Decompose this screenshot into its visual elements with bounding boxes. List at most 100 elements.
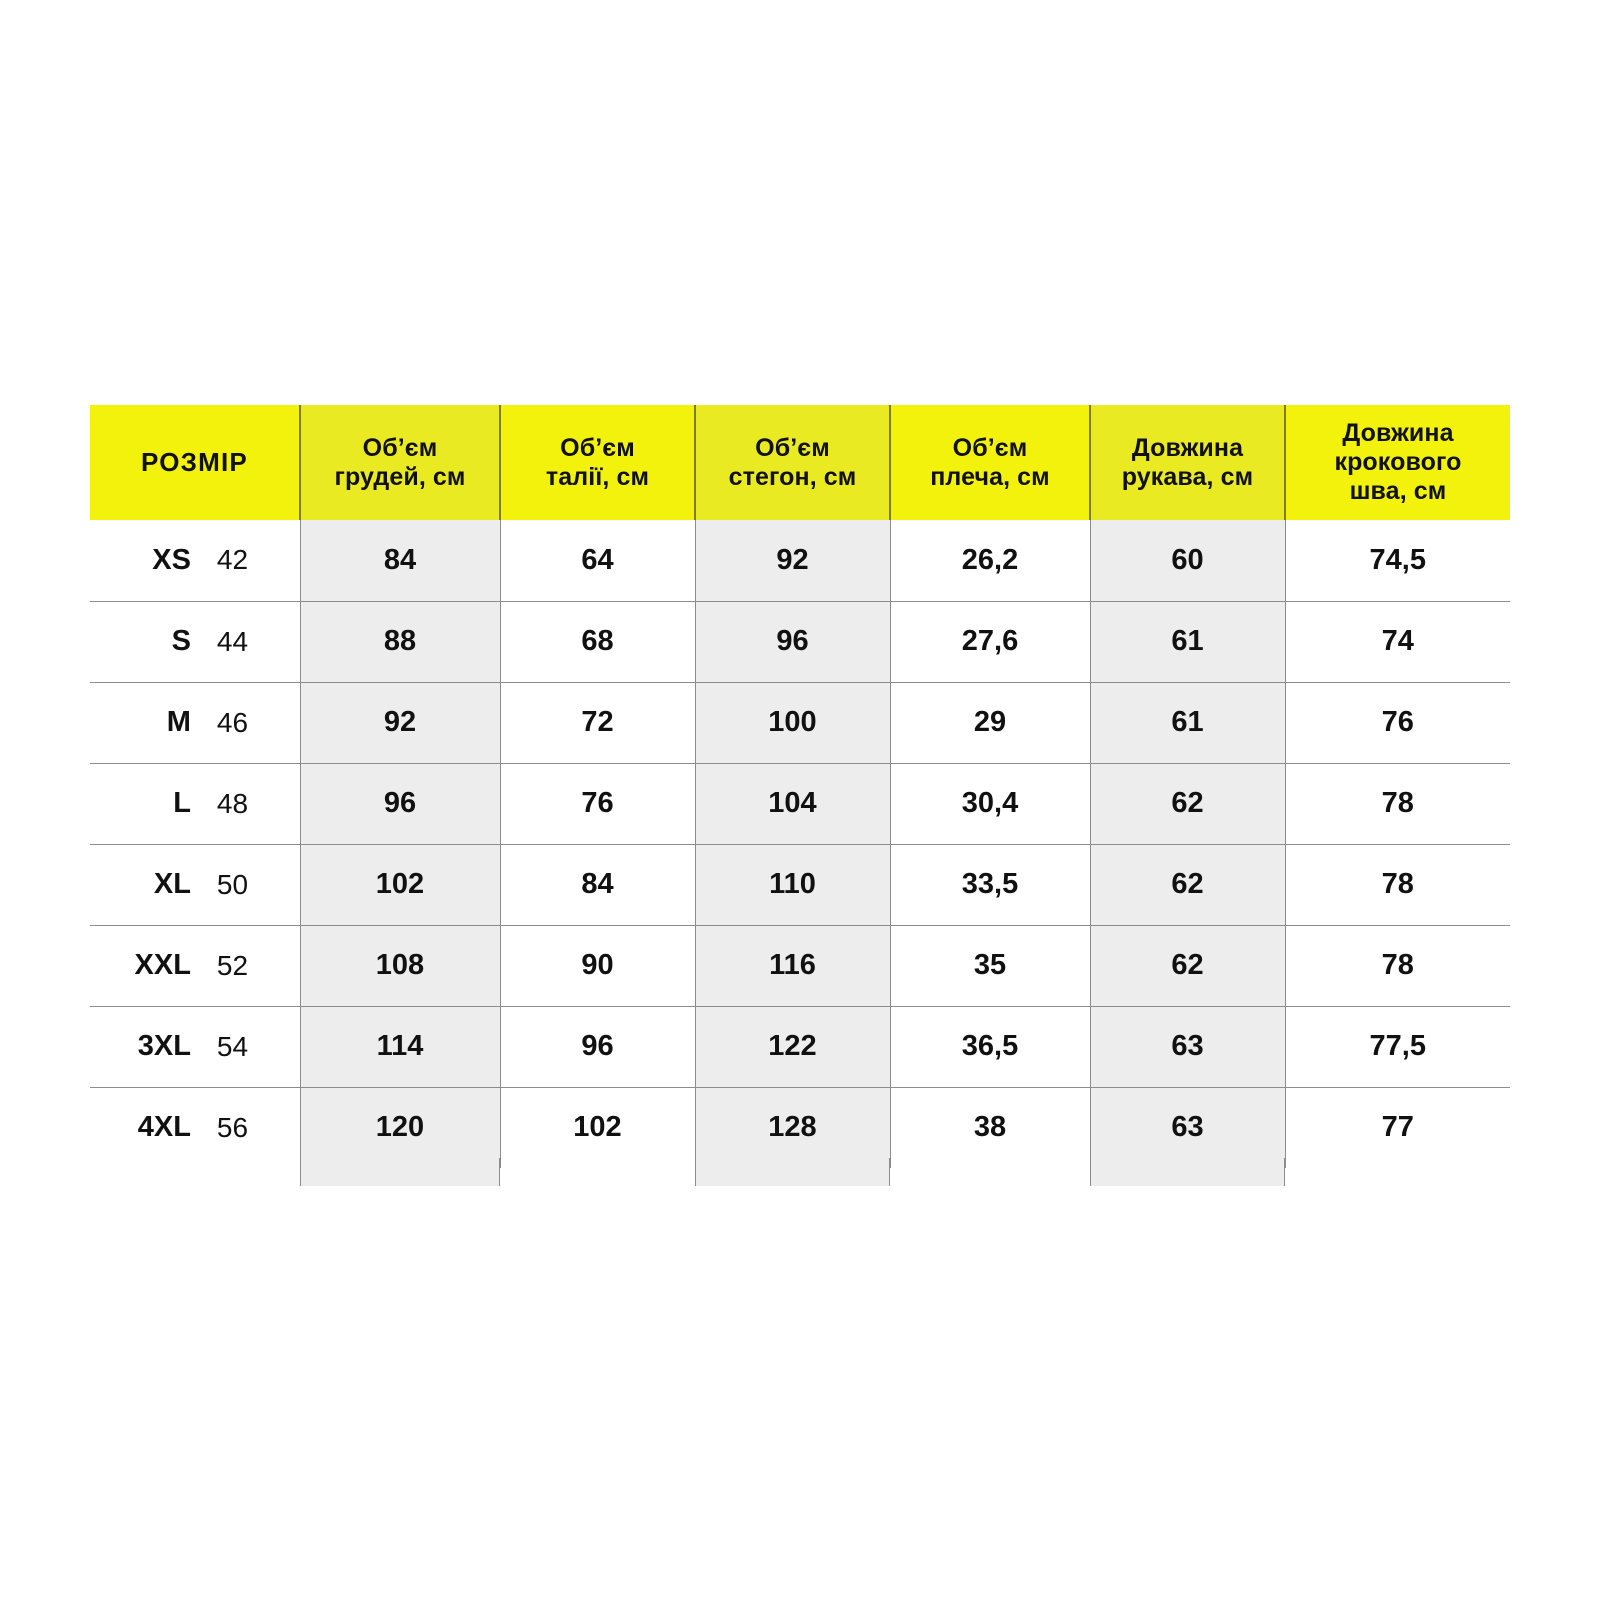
cell-inseam: 74 [1285, 600, 1510, 682]
cell-waist: 102 [500, 1086, 695, 1168]
table-body: XS 42 84 64 92 26,2 60 74,5 S 44 8 [90, 520, 1510, 1168]
table-row: XXL 52 108 90 116 35 62 78 [90, 924, 1510, 1006]
size-number: 54 [216, 1030, 249, 1062]
shaded-column-extension [695, 1158, 890, 1186]
cell-sleeve: 63 [1089, 1086, 1286, 1168]
cell-sleeve: 61 [1089, 600, 1286, 682]
size-label: M [166, 706, 191, 738]
table-row: S 44 88 68 96 27,6 61 74 [90, 600, 1510, 682]
column-header-inseam-length: Довжина крокового шва, см [1284, 405, 1510, 520]
cell-chest: 84 [299, 520, 501, 601]
header-line: РОЗМІР [141, 447, 248, 478]
cell-size: M 46 [90, 681, 300, 763]
cell-shoulder: 30,4 [890, 762, 1090, 844]
cell-shoulder: 26,2 [890, 520, 1090, 601]
cell-shoulder: 29 [890, 681, 1090, 763]
cell-hips: 128 [694, 1086, 891, 1168]
size-number: 42 [216, 544, 249, 576]
cell-size: XL 50 [90, 843, 300, 925]
cell-sleeve: 60 [1089, 520, 1286, 601]
header-line: Об’єм [755, 433, 830, 462]
header-line: грудей, см [334, 462, 466, 491]
table-row: L 48 96 76 104 30,4 62 78 [90, 762, 1510, 844]
size-label: 4XL [137, 1111, 191, 1144]
cell-shoulder: 35 [890, 924, 1090, 1006]
cell-sleeve: 62 [1089, 762, 1286, 844]
cell-size: L 48 [90, 762, 300, 844]
size-label: XL [153, 868, 191, 900]
cell-inseam: 78 [1285, 924, 1510, 1006]
cell-waist: 76 [500, 762, 695, 844]
header-line: плеча, см [930, 462, 1050, 491]
table-row: 4XL 56 120 102 128 38 63 77 [90, 1086, 1510, 1168]
size-label: L [173, 787, 191, 819]
shaded-column-extension [1090, 1158, 1285, 1186]
header-line: Об’єм [560, 433, 635, 462]
cell-hips: 96 [694, 600, 891, 682]
cell-chest: 96 [299, 762, 501, 844]
cell-hips: 100 [694, 681, 891, 763]
cell-inseam: 78 [1285, 843, 1510, 925]
header-line: стегон, см [728, 462, 857, 491]
cell-shoulder: 38 [890, 1086, 1090, 1168]
cell-sleeve: 63 [1089, 1005, 1286, 1087]
size-number: 44 [216, 625, 249, 657]
cell-shoulder: 27,6 [890, 600, 1090, 682]
size-label: 3XL [137, 1030, 191, 1062]
table-header: РОЗМІР Об’єм грудей, см Об’єм талії, см … [90, 405, 1510, 520]
column-header-chest: Об’єм грудей, см [299, 405, 500, 520]
cell-hips: 116 [694, 924, 891, 1006]
cell-inseam: 78 [1285, 762, 1510, 844]
cell-size: 3XL 54 [90, 1005, 300, 1087]
cell-waist: 68 [500, 600, 695, 682]
cell-waist: 90 [500, 924, 695, 1006]
cell-hips: 122 [694, 1005, 891, 1087]
header-line: Об’єм [952, 433, 1028, 462]
table-row: 3XL 54 114 96 122 36,5 63 77,5 [90, 1005, 1510, 1087]
cell-chest: 120 [299, 1086, 501, 1168]
size-label: XXL [134, 949, 191, 981]
cell-inseam: 76 [1285, 681, 1510, 763]
header-line: шва, см [1349, 477, 1447, 505]
cell-sleeve: 62 [1089, 843, 1286, 925]
size-label: XS [152, 543, 191, 576]
cell-shoulder: 33,5 [890, 843, 1090, 925]
size-number: 50 [216, 868, 249, 900]
cell-size: XXL 52 [90, 924, 300, 1006]
table-row: XS 42 84 64 92 26,2 60 74,5 [90, 520, 1510, 601]
cell-hips: 104 [694, 762, 891, 844]
table-row: M 46 92 72 100 29 61 76 [90, 681, 1510, 763]
cell-inseam: 77 [1285, 1086, 1510, 1168]
cell-waist: 64 [500, 520, 695, 601]
column-header-shoulder: Об’єм плеча, см [889, 405, 1090, 520]
header-line: Об’єм [362, 433, 438, 462]
size-label: S [171, 625, 191, 657]
header-line: Довжина [1131, 433, 1244, 462]
cell-chest: 88 [299, 600, 501, 682]
cell-inseam: 74,5 [1285, 520, 1510, 601]
size-chart-container: РОЗМІР Об’єм грудей, см Об’єм талії, см … [90, 405, 1510, 1168]
header-line: рукава, см [1121, 462, 1254, 491]
cell-waist: 72 [500, 681, 695, 763]
cell-shoulder: 36,5 [890, 1005, 1090, 1087]
size-chart-table: РОЗМІР Об’єм грудей, см Об’єм талії, см … [90, 405, 1510, 1168]
cell-chest: 102 [299, 843, 501, 925]
cell-hips: 92 [694, 520, 891, 601]
table-row: XL 50 102 84 110 33,5 62 78 [90, 843, 1510, 925]
size-number: 48 [216, 787, 249, 819]
header-row: РОЗМІР Об’єм грудей, см Об’єм талії, см … [90, 405, 1510, 520]
cell-size: 4XL 56 [90, 1086, 300, 1168]
cell-inseam: 77,5 [1285, 1005, 1510, 1087]
size-number: 56 [216, 1111, 249, 1143]
column-header-waist: Об’єм талії, см [499, 405, 695, 520]
header-line: Довжина [1342, 419, 1454, 447]
header-line: крокового [1334, 448, 1462, 476]
shaded-column-extension [300, 1158, 500, 1186]
column-header-sleeve-length: Довжина рукава, см [1089, 405, 1285, 520]
cell-waist: 96 [500, 1005, 695, 1087]
cell-hips: 110 [694, 843, 891, 925]
cell-size: S 44 [90, 600, 300, 682]
column-header-hips: Об’єм стегон, см [694, 405, 890, 520]
cell-chest: 108 [299, 924, 501, 1006]
size-number: 46 [216, 706, 249, 738]
